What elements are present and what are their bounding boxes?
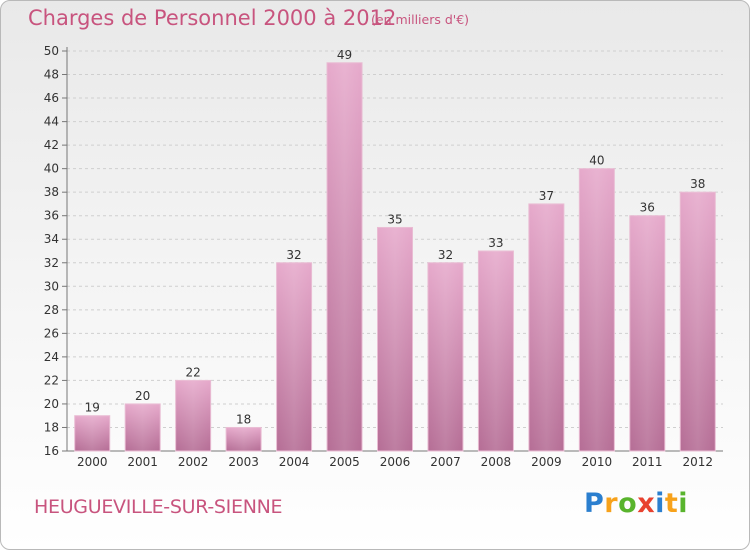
y-tick-label: 40 [44, 162, 59, 176]
y-tick-label: 38 [44, 185, 59, 199]
y-tick-label: 26 [44, 326, 59, 340]
x-tick-label: 2003 [228, 455, 259, 469]
data-label-2005: 49 [337, 48, 352, 62]
y-tick-label: 16 [44, 444, 59, 458]
x-tick-label: 2012 [682, 455, 713, 469]
bar-highlight [427, 262, 463, 451]
x-tick-label: 2002 [178, 455, 209, 469]
bar-highlight [579, 168, 615, 451]
data-label-2003: 18 [236, 412, 251, 426]
y-tick-label: 34 [44, 232, 59, 246]
bar-highlight [478, 251, 514, 451]
data-label-2011: 36 [640, 201, 655, 215]
data-labels: 19 20 22 18 32 49 35 32 33 37 40 36 38 [85, 48, 706, 427]
y-tick-label: 24 [44, 350, 59, 364]
x-tick-label: 2007 [430, 455, 461, 469]
bar-highlight [226, 427, 262, 451]
chart-title: Charges de Personnel 2000 à 2012 [28, 6, 397, 30]
x-tick-labels: 2000 2001 2002 2003 2004 2005 2006 2007 2008 2009… [77, 455, 713, 469]
logo-letter: i [655, 488, 665, 519]
y-tick-label: 28 [44, 303, 59, 317]
bar-highlight [74, 415, 110, 451]
logo-letter: t [664, 488, 679, 519]
proxiti-logo: Proxiti [584, 488, 688, 519]
x-tick-label: 2006 [380, 455, 411, 469]
y-tick-label: 44 [44, 115, 59, 129]
data-label-2007: 32 [438, 248, 453, 262]
logo-letter: r [604, 488, 619, 519]
chart-subtitle: (en milliers d'€) [371, 12, 470, 27]
x-tick-label: 2004 [279, 455, 310, 469]
y-tick-label: 48 [44, 68, 59, 82]
logo-letter: P [584, 488, 605, 519]
bar-highlight [327, 62, 363, 451]
x-tick-label: 2008 [481, 455, 512, 469]
logo-letter: i [678, 488, 689, 519]
bar-highlight [629, 215, 665, 451]
data-label-2001: 20 [135, 389, 150, 403]
y-tick-label: 36 [44, 209, 59, 223]
x-tick-label: 2009 [531, 455, 562, 469]
x-tick-label: 2000 [77, 455, 108, 469]
y-tick-label: 30 [44, 279, 59, 293]
y-tick-label: 46 [44, 91, 59, 105]
data-label-2012: 38 [690, 177, 705, 191]
x-tick-label: 2005 [329, 455, 360, 469]
bar-highlight [377, 227, 413, 451]
y-tick-label: 50 [44, 44, 59, 58]
y-tick-labels: 16 18 20 22 24 26 28 30 32 34 36 38 40 42 44 46 48 50 [44, 44, 59, 458]
bar-highlight [125, 403, 161, 451]
commune-name: HEUGUEVILLE-SUR-SIENNE [34, 496, 283, 518]
logo-letter: o [618, 488, 638, 519]
bar-highlight [680, 192, 716, 452]
data-label-2009: 37 [539, 189, 554, 203]
data-label-2000: 19 [85, 401, 100, 415]
data-label-2006: 35 [387, 212, 402, 226]
y-tick-label: 42 [44, 138, 59, 152]
x-tick-label: 2010 [582, 455, 613, 469]
data-label-2008: 33 [488, 236, 503, 250]
bar-highlight [528, 203, 564, 451]
bars [74, 62, 716, 452]
x-tick-label: 2011 [632, 455, 663, 469]
logo-letter: x [637, 488, 656, 519]
bar-highlight [175, 380, 211, 451]
bar-highlight [276, 262, 312, 451]
data-label-2004: 32 [286, 248, 301, 262]
y-tick-label: 20 [44, 397, 59, 411]
y-tick-label: 22 [44, 373, 59, 387]
x-tick-label: 2001 [127, 455, 158, 469]
y-tick-label: 32 [44, 256, 59, 270]
data-label-2002: 22 [186, 365, 201, 379]
y-tick-label: 18 [44, 420, 59, 434]
data-label-2010: 40 [589, 154, 604, 168]
